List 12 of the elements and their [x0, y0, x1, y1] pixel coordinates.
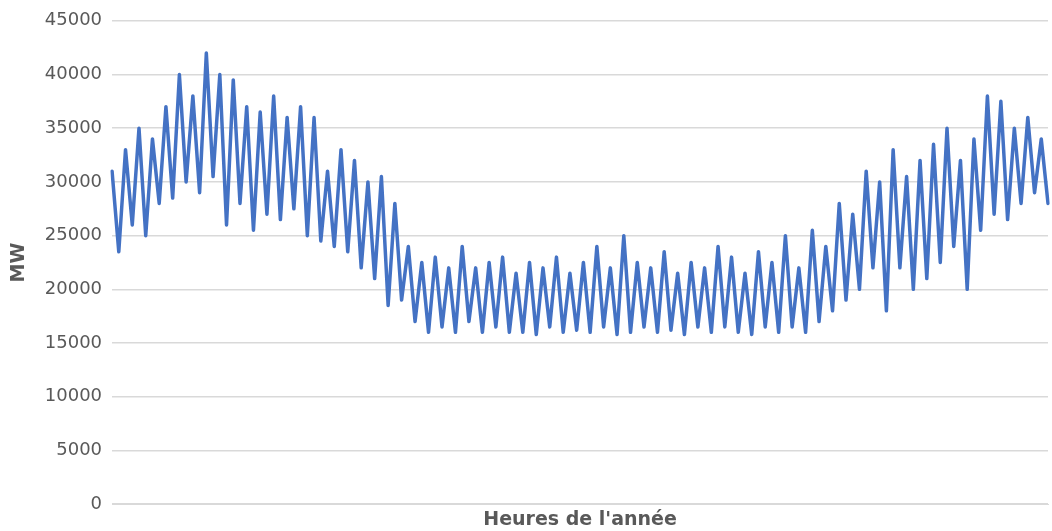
y-axis-title: MW: [6, 242, 29, 283]
y-tick-label: 15000: [44, 330, 103, 352]
y-tick-label: 25000: [44, 223, 103, 245]
y-tick-label: 30000: [44, 169, 103, 191]
y-tick-label: 20000: [44, 277, 103, 299]
x-axis-title: Heures de l'année: [483, 506, 677, 529]
y-tick-label: 0: [90, 491, 103, 513]
y-tick-label: 5000: [56, 438, 103, 460]
y-tick-label: 35000: [44, 115, 103, 137]
y-tick-label: 45000: [44, 8, 103, 30]
y-tick-label: 40000: [44, 62, 103, 84]
y-tick-label: 10000: [44, 384, 103, 406]
